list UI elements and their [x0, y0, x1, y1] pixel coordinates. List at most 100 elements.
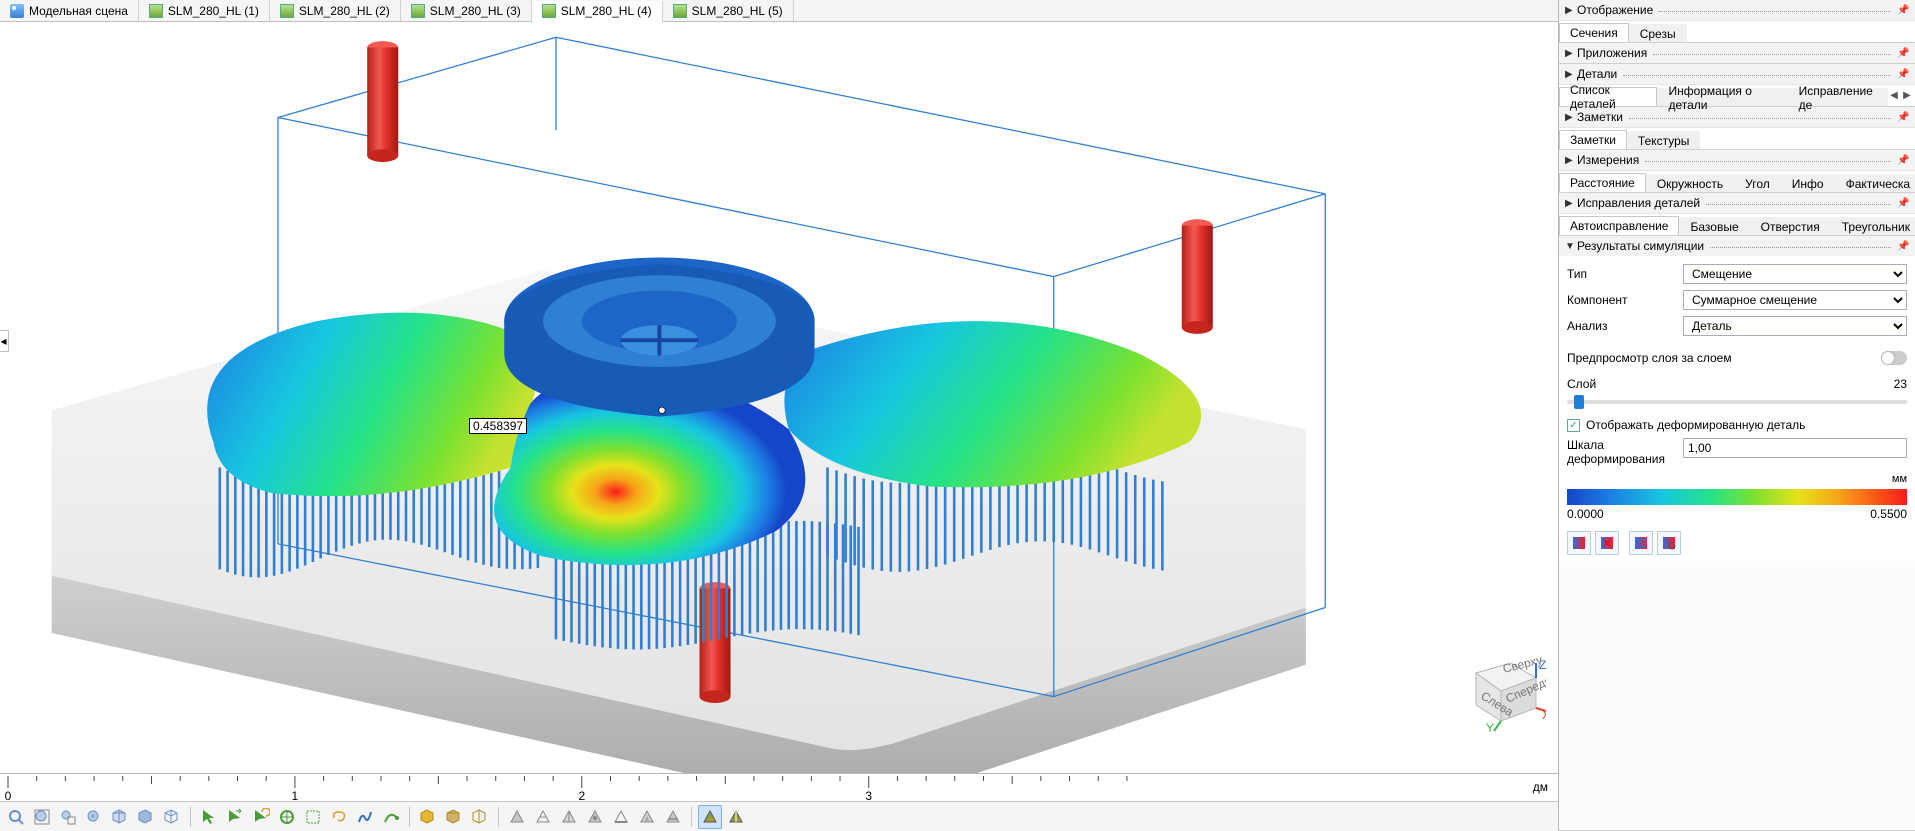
- document-icon: [542, 4, 556, 18]
- probe-value: 0.458397: [473, 419, 523, 433]
- document-icon: [149, 4, 163, 18]
- pin-icon[interactable]: 📌: [1897, 5, 1909, 16]
- cube-solid-button[interactable]: [134, 805, 158, 829]
- sim-action-icons: [1567, 531, 1907, 555]
- sim-analysis-select[interactable]: Деталь: [1683, 316, 1907, 336]
- probe-annotation: 0.458397: [469, 418, 527, 434]
- sim-scale-input[interactable]: [1683, 438, 1907, 458]
- svg-text:Z: Z: [1539, 658, 1546, 672]
- sim-gradient-bar: [1567, 489, 1907, 505]
- cursor-move-button[interactable]: [223, 805, 247, 829]
- section-header-measure[interactable]: ▶Измерения📌: [1559, 150, 1915, 170]
- section-header-display[interactable]: ▶Отображение📌: [1559, 0, 1915, 20]
- subtab-slices[interactable]: Срезы: [1629, 24, 1687, 42]
- gradient-delete-button[interactable]: [1595, 531, 1619, 555]
- subtab-circle[interactable]: Окружность: [1646, 174, 1734, 192]
- document-tab[interactable]: SLM_280_HL (1): [139, 0, 270, 21]
- section-header-sim[interactable]: ▼Результаты симуляции📌: [1559, 236, 1915, 256]
- scene-icon: [10, 4, 24, 18]
- tri-c-button[interactable]: [557, 805, 581, 829]
- zoom-selection-button[interactable]: [82, 805, 106, 829]
- document-tab[interactable]: SLM_280_HL (4): [532, 1, 663, 22]
- pin-icon[interactable]: 📌: [1897, 155, 1909, 166]
- pin-icon[interactable]: 📌: [1897, 198, 1909, 209]
- subtab-part-info[interactable]: Информация о детали: [1657, 88, 1787, 106]
- pin-icon[interactable]: 📌: [1897, 48, 1909, 59]
- zoom-magnifier-button[interactable]: [4, 805, 28, 829]
- section-header-details[interactable]: ▶Детали📌: [1559, 64, 1915, 84]
- cursor-rotate-button[interactable]: [249, 805, 273, 829]
- zoom-window-button[interactable]: [56, 805, 80, 829]
- tab-label: Модельная сцена: [29, 4, 128, 18]
- subtab-textures[interactable]: Текстуры: [1627, 131, 1701, 149]
- subtab-holes[interactable]: Отверстия: [1750, 217, 1831, 235]
- section-header-apps[interactable]: ▶Приложения📌: [1559, 43, 1915, 63]
- tri-g-button[interactable]: [661, 805, 685, 829]
- sim-unit: мм: [1567, 473, 1907, 485]
- range-set-button[interactable]: [1629, 531, 1653, 555]
- tri-a-button[interactable]: [505, 805, 529, 829]
- sim-component-select[interactable]: Суммарное смещение: [1683, 290, 1907, 310]
- cursor-lasso-button[interactable]: [327, 805, 351, 829]
- pin-icon[interactable]: 📌: [1897, 112, 1909, 123]
- document-icon: [673, 4, 687, 18]
- subtab-parts-list[interactable]: Список деталей: [1559, 87, 1657, 106]
- svg-text:X: X: [1542, 708, 1546, 722]
- subtab-part-fix[interactable]: Исправление де: [1788, 88, 1888, 106]
- gradient-settings-button[interactable]: [1567, 531, 1591, 555]
- sim-scale-label: Шкала деформирования: [1567, 438, 1683, 467]
- cursor-path-button[interactable]: [353, 805, 377, 829]
- document-icon: [280, 4, 294, 18]
- subtab-info[interactable]: Инфо: [1781, 174, 1835, 192]
- range-auto-button[interactable]: [1657, 531, 1681, 555]
- document-tab[interactable]: SLM_280_HL (5): [663, 0, 794, 21]
- shade-wire-button[interactable]: [468, 805, 492, 829]
- document-tabs: Модельная сцена SLM_280_HL (1) SLM_280_HL …: [0, 0, 1558, 22]
- cursor-select-button[interactable]: [301, 805, 325, 829]
- res-wire-button[interactable]: [724, 805, 748, 829]
- sim-type-select[interactable]: Смещение: [1683, 264, 1907, 284]
- sim-grad-max: 0.5500: [1870, 507, 1907, 521]
- pin-icon[interactable]: 📌: [1897, 241, 1909, 252]
- ruler: 0123 дм: [0, 773, 1558, 801]
- subtab-next-icon[interactable]: ▶: [1901, 90, 1913, 101]
- subtab-notes[interactable]: Заметки: [1559, 130, 1627, 149]
- subtab-sections[interactable]: Сечения: [1559, 23, 1629, 42]
- res-shaded-button[interactable]: [698, 805, 722, 829]
- navigation-cube[interactable]: Сверху Слева Спереди X Y Z: [1456, 643, 1546, 733]
- cube-iso-button[interactable]: [108, 805, 132, 829]
- tri-f-button[interactable]: [635, 805, 659, 829]
- tab-label: SLM_280_HL (2): [299, 4, 390, 18]
- cursor-axis-button[interactable]: [275, 805, 299, 829]
- subtab-angle[interactable]: Угол: [1734, 174, 1781, 192]
- sim-preview-toggle[interactable]: [1881, 351, 1907, 365]
- document-tab[interactable]: Модельная сцена: [0, 0, 139, 21]
- tri-b-button[interactable]: [531, 805, 555, 829]
- subtab-autofix[interactable]: Автоисправление: [1559, 216, 1679, 235]
- tab-label: SLM_280_HL (4): [561, 4, 652, 18]
- subtab-distance[interactable]: Расстояние: [1559, 173, 1646, 192]
- section-header-fix[interactable]: ▶Исправления деталей📌: [1559, 193, 1915, 213]
- sim-analysis-label: Анализ: [1567, 319, 1683, 333]
- subtab-triangles[interactable]: Треугольник: [1831, 217, 1915, 235]
- viewport-3d[interactable]: 0.458397 Сверху Слева Спереди X Y: [0, 22, 1558, 773]
- tri-e-button[interactable]: [609, 805, 633, 829]
- subtab-actual[interactable]: Фактическа: [1835, 174, 1915, 192]
- sim-layer-label: Слой: [1567, 377, 1596, 391]
- document-tab[interactable]: SLM_280_HL (2): [270, 0, 401, 21]
- cube-wire-button[interactable]: [160, 805, 184, 829]
- zoom-fit-button[interactable]: [30, 805, 54, 829]
- subtab-prev-icon[interactable]: ◀: [1888, 90, 1900, 101]
- cursor-arrow-button[interactable]: [197, 805, 221, 829]
- bottom-toolbar: [0, 801, 1558, 831]
- svg-text:2: 2: [578, 789, 585, 802]
- shade-flat-button[interactable]: [442, 805, 466, 829]
- shade-iso-button[interactable]: [416, 805, 440, 829]
- sim-show-deform-checkbox[interactable]: ✓: [1567, 419, 1580, 432]
- document-tab[interactable]: SLM_280_HL (3): [401, 0, 532, 21]
- cursor-green-button[interactable]: [379, 805, 403, 829]
- sim-layer-slider[interactable]: [1567, 400, 1907, 404]
- subtab-basic[interactable]: Базовые: [1679, 217, 1749, 235]
- pin-icon[interactable]: 📌: [1897, 69, 1909, 80]
- tri-d-button[interactable]: [583, 805, 607, 829]
